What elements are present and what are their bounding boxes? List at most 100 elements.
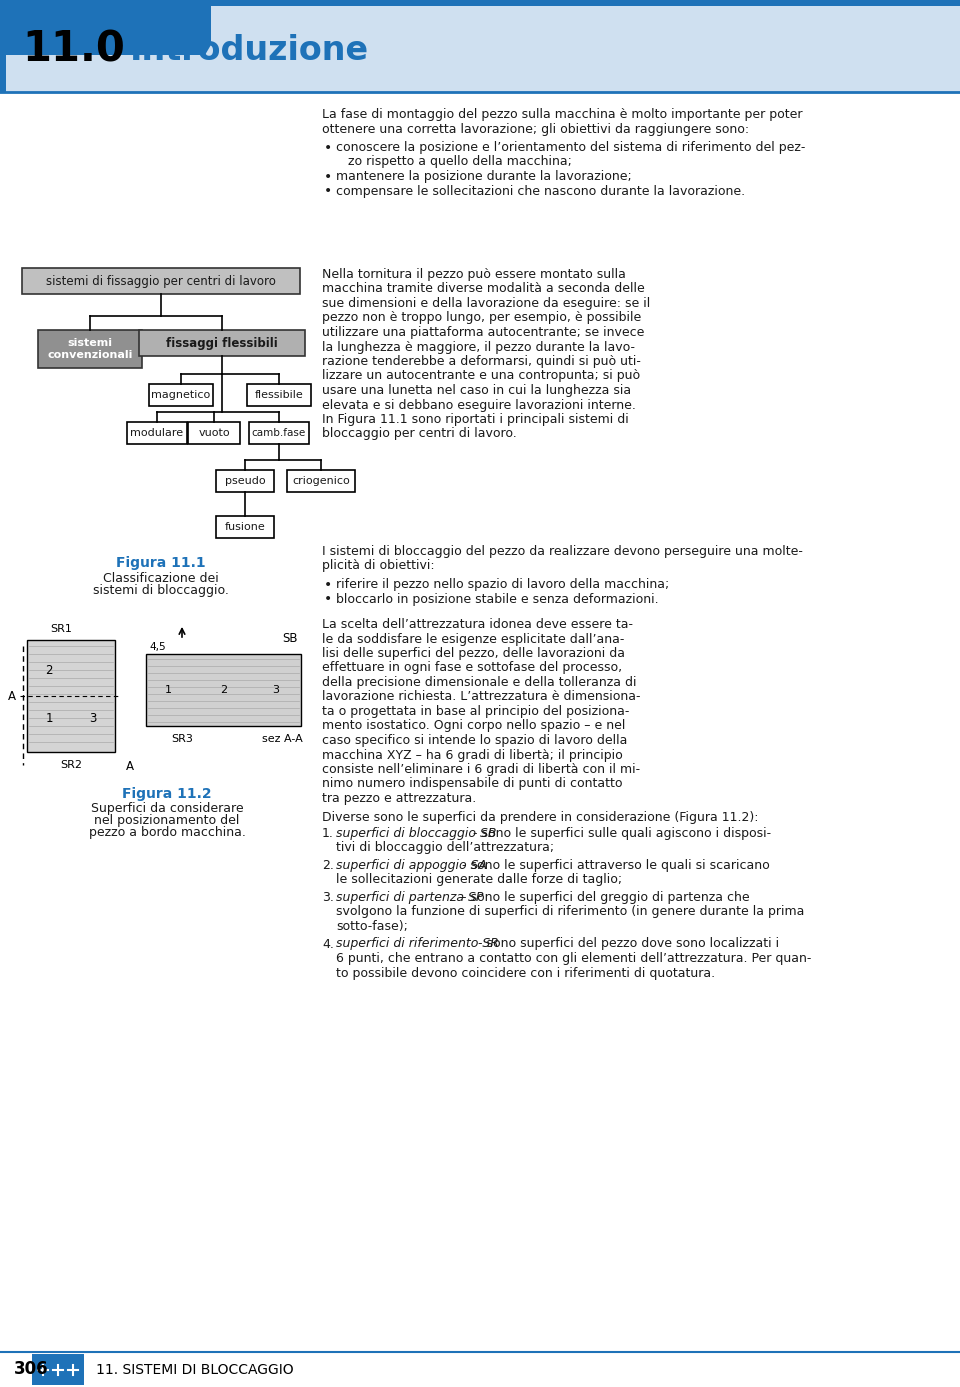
Text: superfici di partenza SP: superfici di partenza SP [336,890,484,904]
FancyBboxPatch shape [249,422,309,444]
Text: nel posizionamento del: nel posizionamento del [94,814,240,827]
Text: - sono superfici del pezzo dove sono localizzati i: - sono superfici del pezzo dove sono loc… [473,938,779,950]
Text: 4,5: 4,5 [149,642,166,652]
FancyBboxPatch shape [216,516,274,538]
FancyBboxPatch shape [0,0,205,55]
Text: pseudo: pseudo [225,476,265,485]
Text: della precisione dimensionale e della tolleranza di: della precisione dimensionale e della to… [322,675,636,689]
Text: sistemi
convenzionali: sistemi convenzionali [47,338,132,359]
Text: lizzare un autocentrante e una contropunta; si può: lizzare un autocentrante e una contropun… [322,369,640,383]
Text: to possibile devono coincidere con i riferimenti di quotatura.: to possibile devono coincidere con i rif… [336,967,715,979]
Text: ottenere una corretta lavorazione; gli obiettivi da raggiungere sono:: ottenere una corretta lavorazione; gli o… [322,122,749,136]
Text: riferire il pezzo nello spazio di lavoro della macchina;: riferire il pezzo nello spazio di lavoro… [336,578,669,591]
Text: sistemi di bloccaggio.: sistemi di bloccaggio. [93,584,228,596]
Text: macchina XYZ – ha 6 gradi di libertà; il principio: macchina XYZ – ha 6 gradi di libertà; il… [322,749,623,761]
Text: 1: 1 [164,685,172,695]
FancyBboxPatch shape [0,0,960,92]
Text: In Figura 11.1 sono riportati i principali sistemi di: In Figura 11.1 sono riportati i principa… [322,413,629,426]
Text: 2: 2 [221,685,228,695]
Text: Classificazione dei: Classificazione dei [103,571,219,585]
Text: 3: 3 [273,685,279,695]
Text: I sistemi di bloccaggio del pezzo da realizzare devono perseguire una molte-: I sistemi di bloccaggio del pezzo da rea… [322,545,803,558]
Text: bloccarlo in posizione stabile e senza deformazioni.: bloccarlo in posizione stabile e senza d… [336,592,659,606]
Text: Superfici da considerare: Superfici da considerare [90,802,243,816]
Text: criogenico: criogenico [292,476,349,485]
FancyBboxPatch shape [0,0,960,6]
FancyBboxPatch shape [205,0,211,55]
Text: lisi delle superfici del pezzo, delle lavorazioni da: lisi delle superfici del pezzo, delle la… [322,646,625,660]
Text: nimo numero indispensabile di punti di contatto: nimo numero indispensabile di punti di c… [322,778,622,791]
Text: Diverse sono le superfici da prendere in considerazione (Figura 11.2):: Diverse sono le superfici da prendere in… [322,810,758,824]
Text: fusione: fusione [225,522,265,533]
FancyBboxPatch shape [22,268,300,294]
Text: effettuare in ogni fase e sottofase del processo,: effettuare in ogni fase e sottofase del … [322,662,622,674]
Text: 11.0: 11.0 [22,29,125,71]
Text: Nella tornitura il pezzo può essere montato sulla: Nella tornitura il pezzo può essere mont… [322,268,626,282]
Text: 2: 2 [45,663,53,677]
Text: plicità di obiettivi:: plicità di obiettivi: [322,559,435,573]
Text: bloccaggio per centri di lavoro.: bloccaggio per centri di lavoro. [322,427,516,441]
FancyBboxPatch shape [127,422,187,444]
Text: sistemi di fissaggio per centri di lavoro: sistemi di fissaggio per centri di lavor… [46,275,276,287]
Text: sue dimensioni e della lavorazione da eseguire: se il: sue dimensioni e della lavorazione da es… [322,297,650,311]
Text: svolgono la funzione di superfici di riferimento (in genere durante la prima: svolgono la funzione di superfici di rif… [336,906,804,918]
Text: •: • [324,141,332,155]
Text: 3: 3 [89,712,97,724]
FancyBboxPatch shape [146,655,301,725]
Text: SR3: SR3 [171,734,193,743]
Text: modulare: modulare [131,429,183,438]
Text: elevata e si debbano eseguire lavorazioni interne.: elevata e si debbano eseguire lavorazion… [322,398,636,412]
FancyBboxPatch shape [139,330,305,356]
Text: 1.: 1. [322,827,334,841]
FancyBboxPatch shape [216,470,274,492]
FancyBboxPatch shape [149,384,213,406]
Text: tra pezzo e attrezzatura.: tra pezzo e attrezzatura. [322,792,476,804]
Text: flessibile: flessibile [254,390,303,399]
Text: A: A [8,689,16,702]
Text: superfici di appoggio SA: superfici di appoggio SA [336,859,487,872]
Text: ta o progettata in base al principio del posiziona-: ta o progettata in base al principio del… [322,705,630,718]
Text: mantenere la posizione durante la lavorazione;: mantenere la posizione durante la lavora… [336,171,632,183]
Text: La fase di montaggio del pezzo sulla macchina è molto importante per poter: La fase di montaggio del pezzo sulla mac… [322,108,803,121]
Text: lavorazione richiesta. L’attrezzatura è dimensiona-: lavorazione richiesta. L’attrezzatura è … [322,691,640,703]
FancyBboxPatch shape [287,470,355,492]
Text: 306: 306 [14,1361,49,1379]
FancyBboxPatch shape [188,422,240,444]
Text: - sono le superfici del greggio di partenza che: - sono le superfici del greggio di parte… [459,890,750,904]
FancyBboxPatch shape [27,639,115,752]
Text: 2.: 2. [322,859,334,872]
Text: - sono le superfici attraverso le quali si scaricano: - sono le superfici attraverso le quali … [459,859,770,872]
Text: camb.fase: camb.fase [252,429,306,438]
Text: 4.: 4. [322,938,334,950]
Text: conoscere la posizione e l’orientamento del sistema di riferimento del pez-: conoscere la posizione e l’orientamento … [336,141,805,154]
FancyBboxPatch shape [247,384,311,406]
Text: le sollecitazioni generate dalle forze di taglio;: le sollecitazioni generate dalle forze d… [336,874,622,886]
Text: Figura 11.1: Figura 11.1 [116,556,205,570]
Text: vuoto: vuoto [198,429,229,438]
Text: razione tenderebbe a deformarsi, quindi si può uti-: razione tenderebbe a deformarsi, quindi … [322,355,641,368]
Polygon shape [195,37,215,55]
Text: consiste nell’eliminare i 6 gradi di libertà con il mi-: consiste nell’eliminare i 6 gradi di lib… [322,763,640,775]
Text: SR2: SR2 [60,760,82,770]
Text: pezzo a bordo macchina.: pezzo a bordo macchina. [88,827,246,839]
FancyBboxPatch shape [38,330,142,368]
Text: 1: 1 [45,712,53,724]
Text: •: • [324,184,332,198]
FancyBboxPatch shape [0,0,6,92]
Text: superfici di bloccaggio SB: superfici di bloccaggio SB [336,827,496,841]
Text: •: • [324,578,332,592]
Text: usare una lunetta nel caso in cui la lunghezza sia: usare una lunetta nel caso in cui la lun… [322,384,631,397]
Text: utilizzare una piattaforma autocentrante; se invece: utilizzare una piattaforma autocentrante… [322,326,644,338]
Text: La scelta dell’attrezzatura idonea deve essere ta-: La scelta dell’attrezzatura idonea deve … [322,619,633,631]
Text: pezzo non è troppo lungo, per esempio, è possibile: pezzo non è troppo lungo, per esempio, è… [322,312,641,325]
Text: fissaggi flessibili: fissaggi flessibili [166,337,277,350]
Text: superfici di riferimento SR: superfici di riferimento SR [336,938,499,950]
Text: A: A [126,760,134,773]
Text: •: • [324,171,332,184]
Text: mento isostatico. Ogni corpo nello spazio – e nel: mento isostatico. Ogni corpo nello spazi… [322,720,625,732]
Text: magnetico: magnetico [152,390,210,399]
Text: 6 punti, che entrano a contatto con gli elementi dell’attrezzatura. Per quan-: 6 punti, che entrano a contatto con gli … [336,951,811,965]
Text: zo rispetto a quello della macchina;: zo rispetto a quello della macchina; [336,155,572,168]
Text: Introduzione: Introduzione [130,33,370,67]
Text: sotto-fase);: sotto-fase); [336,920,408,933]
